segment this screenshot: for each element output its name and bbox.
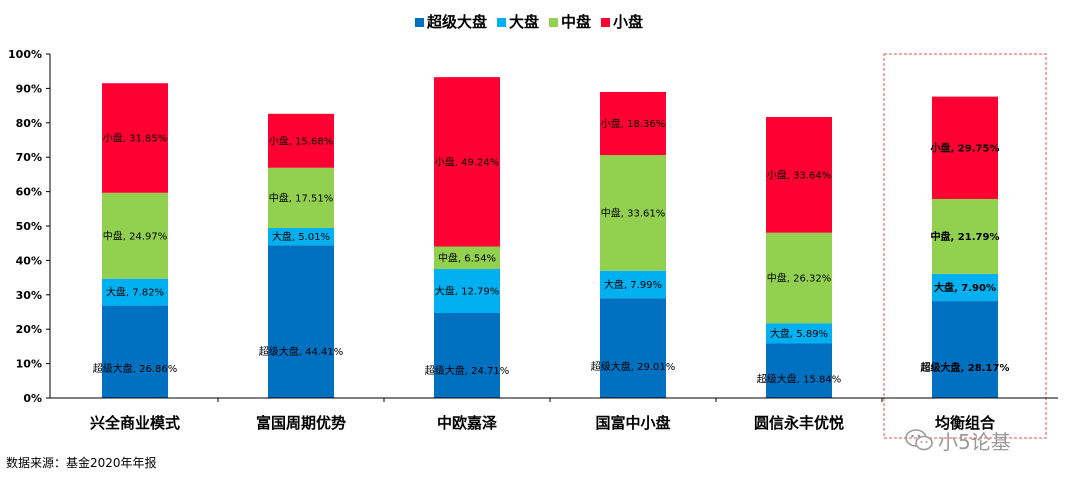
data-label: 大盘, 7.99% (604, 278, 662, 291)
x-category-label: 国富中小盘 (595, 414, 670, 432)
bar-segment (434, 269, 500, 313)
bar-segment (766, 343, 832, 398)
legend-label: 小盘 (613, 13, 643, 31)
source-note: 数据来源：基金2020年年报 (6, 456, 157, 470)
data-label: 中盘, 21.79% (931, 230, 1000, 243)
bar-segment (268, 113, 334, 168)
data-label: 超级大盘, 24.71% (425, 364, 510, 377)
y-tick-label: 100% (8, 48, 42, 61)
bar-segment (268, 167, 334, 228)
legend-label: 大盘 (509, 13, 539, 31)
watermark-text: 小5论基 (938, 429, 1011, 454)
data-label: 小盘, 29.75% (930, 141, 1000, 154)
data-label: 小盘, 18.36% (601, 117, 666, 130)
x-category-label: 圆信永丰优悦 (754, 414, 844, 432)
data-label: 超级大盘, 44.41% (259, 345, 344, 358)
x-axis: 兴全商业模式 富国周期优势 中欧嘉泽 国富中小盘 圆信永丰优悦 均衡组合 (50, 397, 1058, 432)
data-label: 大盘, 12.79% (435, 284, 500, 297)
bar-segment (434, 246, 500, 269)
legend-swatch (497, 18, 506, 27)
data-label: 中盘, 33.61% (601, 206, 666, 219)
bar-segment (766, 232, 832, 324)
data-label: 中盘, 17.51% (269, 191, 334, 204)
bar-segment (102, 192, 168, 279)
data-label: 中盘, 6.54% (438, 251, 496, 264)
y-tick-label: 20% (16, 323, 42, 336)
y-tick-label: 10% (16, 358, 42, 371)
data-label: 中盘, 24.97% (103, 229, 168, 242)
bar-segment (932, 198, 998, 274)
data-label: 小盘, 49.24% (435, 155, 500, 168)
data-label: 中盘, 26.32% (767, 271, 832, 284)
bar-segment (102, 278, 168, 306)
highlight-box (883, 53, 1047, 439)
y-tick-label: 40% (16, 254, 42, 267)
y-tick-label: 0% (23, 392, 42, 405)
wechat-icon (905, 429, 933, 451)
data-label: 超级大盘, 28.17% (920, 361, 1010, 374)
y-tick-label: 90% (16, 82, 42, 95)
bar-segment (766, 323, 832, 344)
data-label: 小盘, 15.68% (269, 134, 334, 147)
y-tick-label: 50% (16, 220, 42, 233)
data-label: 小盘, 33.64% (767, 168, 832, 181)
x-category-label: 富国周期优势 (256, 414, 346, 432)
bar-segment (600, 155, 666, 271)
legend-swatch (601, 18, 610, 27)
bar-segment (932, 301, 998, 398)
data-label: 大盘, 7.90% (934, 281, 996, 294)
data-label: 超级大盘, 26.86% (93, 362, 178, 375)
bar-segment (268, 227, 334, 246)
bar-segment (102, 83, 168, 193)
x-category-label: 中欧嘉泽 (437, 414, 497, 432)
bar-segment (932, 96, 998, 199)
legend: 超级大盘 大盘 中盘 小盘 (415, 13, 643, 31)
bar-segment (600, 91, 666, 156)
legend-swatch (415, 18, 424, 27)
x-category-label: 兴全商业模式 (90, 414, 180, 432)
y-tick-label: 80% (16, 117, 42, 130)
bar-segment (268, 245, 334, 398)
data-label: 大盘, 7.82% (106, 286, 164, 299)
legend-label: 超级大盘 (426, 13, 487, 31)
x-category-label: 均衡组合 (935, 414, 996, 432)
data-label: 超级大盘, 29.01% (591, 360, 676, 373)
y-axis: 0% 10% 20% 30% 40% 50% 60% 70% 80% 90% 100% (8, 48, 51, 405)
data-label: 大盘, 5.01% (272, 230, 330, 243)
y-tick-label: 60% (16, 186, 42, 199)
bar-segment (600, 298, 666, 398)
bar-segment (932, 273, 998, 302)
bar-segment (434, 77, 500, 247)
legend-label: 中盘 (561, 13, 591, 31)
bar-segment (102, 305, 168, 398)
watermark: 小5论基 (904, 426, 1011, 454)
bars: 超级大盘, 26.86% 大盘, 7.82% 中盘, 24.97% 小盘, 31.85… (93, 53, 1047, 439)
data-label: 大盘, 5.89% (770, 327, 828, 340)
y-tick-label: 30% (16, 289, 42, 302)
bar-segment (600, 270, 666, 299)
legend-swatch (549, 18, 558, 27)
data-label: 超级大盘, 15.84% (757, 373, 842, 386)
bar-segment (766, 116, 832, 233)
bar-segment (434, 312, 500, 398)
data-label: 小盘, 31.85% (103, 132, 168, 145)
y-tick-label: 70% (16, 151, 42, 164)
